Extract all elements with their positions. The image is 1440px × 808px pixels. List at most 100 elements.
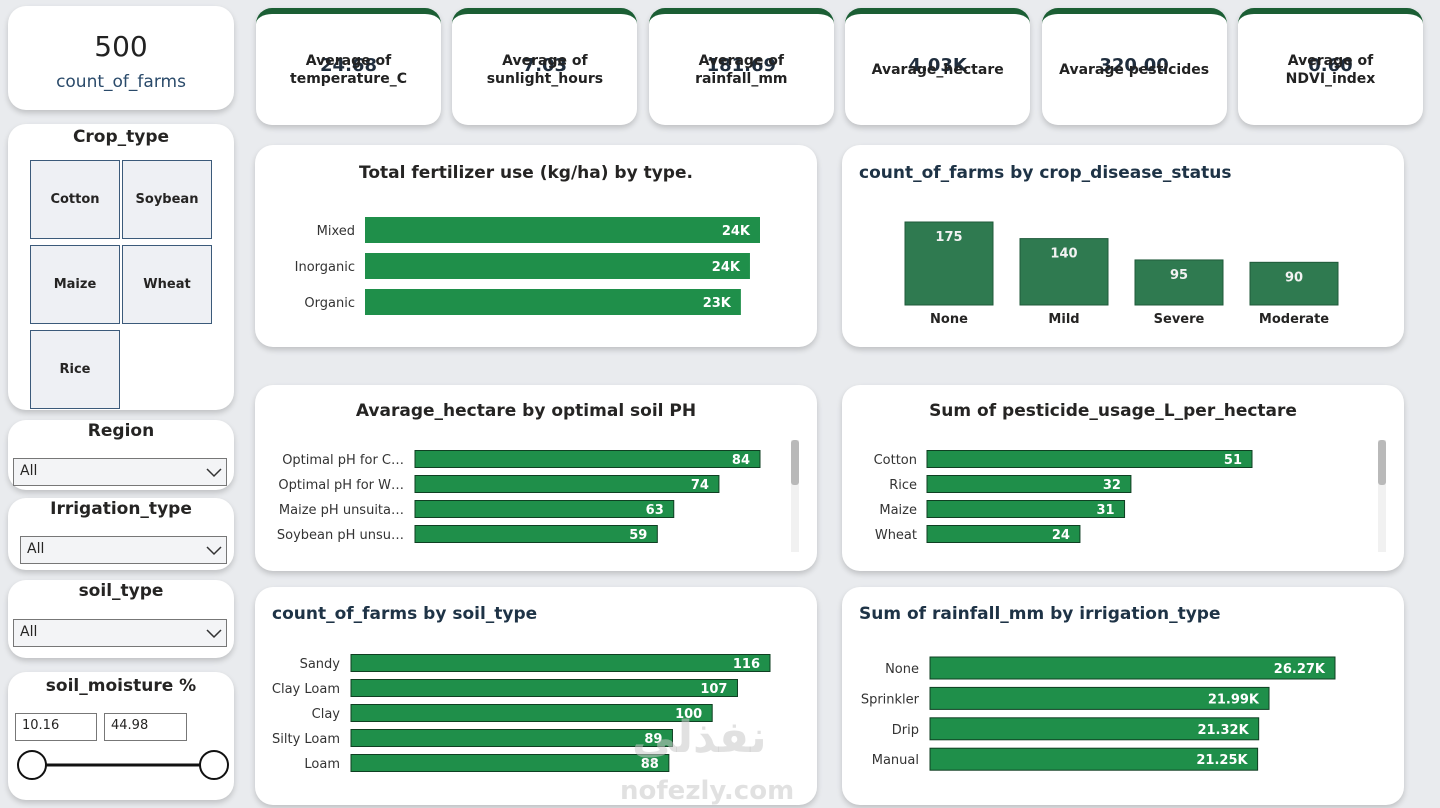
kpi-card: 0.60 Average of NDVI_index: [1238, 8, 1423, 125]
slicer-title: Region: [87, 421, 155, 441]
chart-title: Sum of rainfall_mm by irrigation_type: [859, 604, 1221, 624]
kpi-card: 4.03K Avarage_hectare: [845, 8, 1031, 125]
data-label: 63: [646, 503, 664, 518]
kpi-card: 7.03 Average of sunlight_hours: [452, 8, 638, 125]
crop-tile[interactable]: Wheat: [122, 245, 212, 324]
data-label: 21.32K: [1197, 723, 1249, 738]
data-label: 24K: [722, 224, 751, 239]
chart-card: count_of_farms by soil_type Sandy 116 Clay …: [255, 587, 817, 805]
data-label: 89: [644, 732, 662, 747]
kpi-content: 7.03 Average of sunlight_hours: [452, 14, 637, 125]
kpi-value: 4.03K: [908, 55, 967, 76]
category-label: Maize pH unsuita…: [279, 503, 404, 518]
chart-title: Sum of pesticide_usage_L_per_hectare: [929, 401, 1297, 421]
crop-tile[interactable]: Rice: [30, 330, 120, 409]
chart-plot: Mixed 24K Inorganic 24K Organic 23K: [295, 217, 760, 315]
chart-plot: None 26.27K Sprinkler 21.99K Drip 21.32K Manua…: [861, 656, 1336, 771]
data-label: 107: [700, 682, 727, 697]
bar: [929, 656, 1336, 680]
kpi-label: Average of NDVI_index: [1285, 52, 1376, 87]
bar: [414, 525, 658, 543]
data-label: 116: [733, 657, 760, 672]
kpi-value: 0.60: [1308, 55, 1353, 76]
chevron: [206, 629, 222, 639]
dropdown[interactable]: All: [20, 536, 227, 564]
kpi-content: 0.60 Average of NDVI_index: [1238, 14, 1423, 125]
crop-tile[interactable]: Maize: [30, 245, 120, 324]
data-label: 24: [1052, 528, 1070, 543]
category-label: Sandy: [300, 657, 341, 672]
data-label: 31: [1096, 503, 1114, 518]
bar: [350, 704, 713, 722]
category-label: Inorganic: [295, 260, 355, 275]
dropdown[interactable]: All: [13, 619, 227, 647]
chart-plot: Cotton 51 Rice 32 Maize 31 Wheat 24: [874, 440, 1386, 552]
chart-title: Total fertilizer use (kg/ha) by type.: [359, 163, 693, 183]
bar: [414, 500, 675, 518]
chart-card: Sum of rainfall_mm by irrigation_type Non…: [842, 587, 1404, 805]
category-label: Organic: [304, 296, 355, 311]
category-label: Clay Loam: [272, 682, 340, 697]
range-slider[interactable]: [8, 746, 234, 786]
kpi-card: 320.00 Avarage pesticides: [1041, 8, 1227, 125]
crop-tile[interactable]: Cotton: [30, 160, 120, 239]
range-min[interactable]: 10.16: [15, 713, 97, 741]
bar: [926, 450, 1253, 468]
category-label: Cotton: [874, 453, 917, 468]
data-label: 51: [1224, 453, 1242, 468]
bar: [414, 475, 720, 493]
slicer-title: soil_moisture %: [45, 676, 197, 696]
category-label: Drip: [892, 723, 919, 738]
data-label: 21.25K: [1196, 753, 1248, 768]
kpi-value: 24.68: [320, 55, 377, 76]
slicer-title: soil_type: [78, 581, 164, 601]
bar: [926, 500, 1126, 518]
data-label: 74: [691, 478, 709, 493]
kpi-label: Avarage pesticides: [1059, 61, 1210, 78]
bar: [365, 289, 741, 315]
bar: [1134, 259, 1224, 306]
bar: [904, 221, 994, 306]
kpi-label: Avarage_hectare: [871, 61, 1004, 78]
scroll-thumb: [791, 440, 799, 485]
dropdown[interactable]: All: [13, 458, 227, 486]
category-label: Manual: [872, 753, 919, 768]
chevron-path: [206, 468, 222, 478]
bar: [1019, 238, 1109, 306]
chart-card: Sum of pesticide_usage_L_per_hectare Cott…: [842, 385, 1404, 571]
scroll-track: [1378, 440, 1386, 552]
kpi-value: 320.00: [1099, 55, 1169, 76]
category-label: Loam: [304, 757, 340, 772]
dropdown-slicer: soil_type All: [8, 580, 234, 658]
category-label: Wheat: [875, 528, 917, 543]
data-label: 24K: [712, 260, 741, 275]
chart-title: count_of_farms by soil_type: [272, 604, 538, 624]
bar: [929, 747, 1259, 771]
range-max[interactable]: 44.98: [104, 713, 187, 741]
bar: [414, 450, 761, 468]
category-label: Mixed: [317, 224, 355, 239]
data-label: 95: [1170, 268, 1188, 283]
kpi-card: 181.69 Average of rainfall_mm: [648, 8, 834, 125]
kpi-content: 320.00 Avarage pesticides: [1042, 14, 1227, 125]
category-label: Clay: [312, 707, 341, 722]
category-label: None: [885, 662, 919, 677]
category-label: Sprinkler: [861, 692, 920, 707]
bar: [929, 686, 1270, 710]
watermark-url: nofezly.com: [620, 776, 795, 806]
count-card: 500 count_of_farms: [8, 6, 234, 110]
chart-card: count_of_farms by crop_disease_status 175…: [842, 145, 1404, 347]
data-label: 84: [732, 453, 750, 468]
slicer-title: Irrigation_type: [50, 499, 192, 519]
bar: [1249, 261, 1339, 306]
category-label: Optimal pH for W…: [278, 478, 404, 493]
slider-handle: [199, 750, 229, 780]
crop-tile[interactable]: Soybean: [122, 160, 212, 239]
data-label: 140: [1050, 247, 1077, 262]
watermark-arabic: نفذلي: [632, 712, 767, 763]
kpi-label: Average of sunlight_hours: [486, 52, 604, 87]
data-label: 21.99K: [1208, 692, 1260, 707]
data-label: 175: [935, 230, 962, 245]
chart-title: count_of_farms by crop_disease_status: [859, 163, 1232, 183]
kpi-value: 7.03: [522, 55, 568, 76]
